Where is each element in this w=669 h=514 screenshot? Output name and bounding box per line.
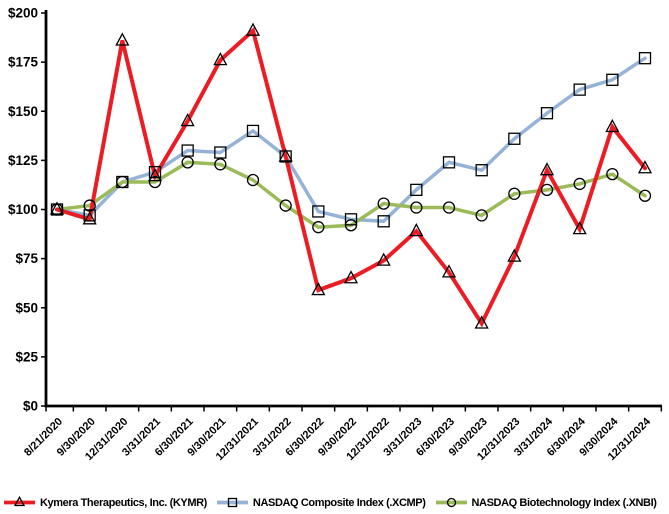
square-marker — [246, 124, 260, 138]
circle-marker — [279, 199, 292, 212]
circle-marker — [606, 167, 619, 181]
triangle-marker — [474, 315, 489, 329]
legend-label-kymr: Kymera Therapeutics, Inc. (KYMR) — [40, 496, 207, 509]
triangle-marker — [507, 248, 522, 262]
triangle-marker — [278, 148, 293, 162]
legend-swatch-square-icon — [216, 497, 248, 508]
circle-marker — [246, 173, 260, 187]
y-axis-label: $175 — [8, 55, 39, 70]
series-line-2 — [55, 160, 647, 229]
legend-item-xnbi: NASDAQ Biotechnology Index (.XNBI) — [435, 496, 657, 509]
square-marker — [344, 213, 358, 226]
circle-marker — [344, 219, 358, 232]
circle-marker — [181, 156, 194, 169]
circle-marker — [540, 183, 554, 197]
legend-label-xcmp: NASDAQ Composite Index (.XCMP) — [252, 496, 426, 509]
circle-marker — [638, 189, 652, 202]
triangle-marker — [245, 22, 261, 36]
circle-marker — [83, 199, 96, 212]
square-marker — [181, 144, 194, 157]
circle-marker — [116, 175, 129, 189]
circle-marker — [148, 175, 162, 189]
triangle-marker — [605, 118, 620, 133]
square-marker — [638, 52, 652, 65]
y-axis-label: $50 — [15, 300, 38, 315]
y-axis-label: $25 — [15, 349, 38, 364]
triangle-marker — [82, 211, 97, 225]
square-marker — [540, 107, 554, 120]
y-axis-label: $100 — [8, 202, 38, 217]
triangle-marker — [115, 32, 130, 46]
circle-marker — [446, 497, 456, 508]
y-axis-label: $150 — [8, 104, 38, 119]
square-marker — [312, 205, 325, 218]
square-marker — [214, 146, 227, 159]
triangle-marker — [376, 252, 391, 266]
circle-marker — [475, 209, 488, 222]
square-marker — [573, 83, 586, 96]
square-marker — [442, 156, 456, 169]
circle-marker — [214, 158, 227, 171]
legend-item-xcmp: NASDAQ Composite Index (.XCMP) — [216, 496, 426, 509]
square-marker — [508, 132, 521, 145]
circle-marker — [312, 221, 325, 234]
square-marker — [148, 166, 162, 179]
triangle-marker — [637, 160, 653, 174]
series-line-0 — [55, 26, 647, 328]
triangle-marker — [213, 52, 228, 66]
legend-label-xnbi: NASDAQ Biotechnology Index (.XNBI) — [471, 496, 657, 509]
triangle-marker — [343, 270, 359, 284]
square-marker — [475, 164, 488, 177]
y-axis-label: $200 — [8, 6, 38, 21]
circle-marker — [573, 177, 586, 191]
triangle-marker — [539, 162, 555, 176]
triangle-marker — [13, 496, 26, 507]
square-marker — [377, 215, 390, 228]
square-marker — [606, 73, 619, 86]
square-marker — [227, 497, 238, 508]
legend-item-kymr: Kymera Therapeutics, Inc. (KYMR) — [3, 496, 207, 509]
chart-canvas: $0$25$50$75$100$125$150$175$2008/21/2020… — [8, 6, 663, 463]
triangle-marker — [147, 168, 163, 182]
triangle-marker — [49, 201, 65, 215]
triangle-marker — [311, 281, 326, 296]
legend-swatch-triangle-icon — [4, 496, 35, 507]
y-axis-label: $75 — [15, 251, 38, 266]
triangle-marker — [441, 264, 457, 278]
chart-legend: Kymera Therapeutics, Inc. (KYMR) NASDAQ … — [3, 496, 657, 509]
square-marker — [83, 209, 96, 222]
square-marker — [410, 183, 423, 197]
y-axis-label: $0 — [23, 399, 38, 414]
y-axis-label: $125 — [8, 153, 39, 168]
circle-marker — [377, 197, 390, 210]
circle-marker — [410, 201, 423, 214]
circle-marker — [442, 201, 456, 214]
circle-marker — [508, 187, 521, 200]
triangle-marker — [409, 223, 424, 237]
triangle-marker — [572, 221, 587, 235]
triangle-marker — [180, 112, 195, 127]
legend-swatch-circle-icon — [435, 497, 467, 508]
